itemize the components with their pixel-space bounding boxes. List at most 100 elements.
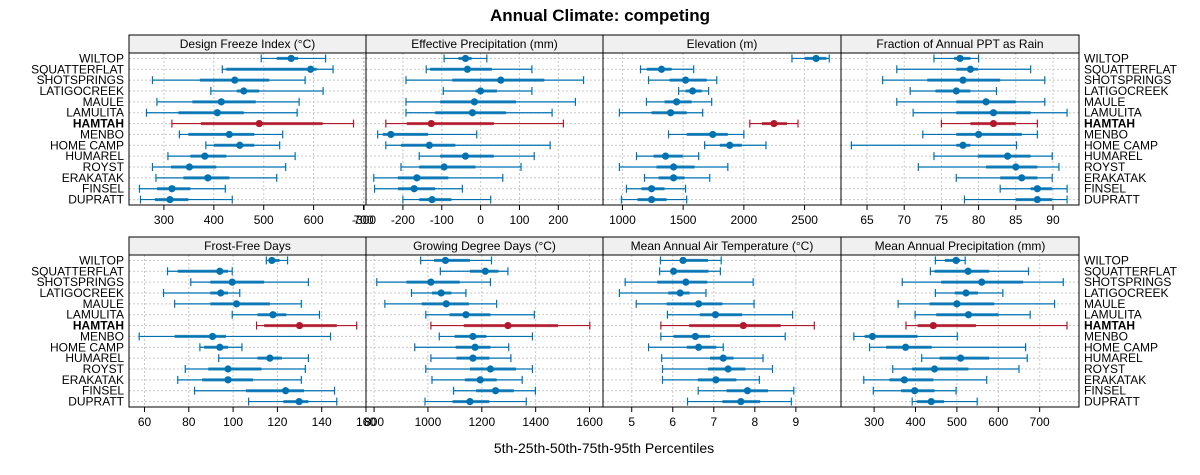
median-point bbox=[225, 130, 233, 139]
median-point bbox=[667, 109, 675, 117]
site-label: DUPRATT bbox=[1084, 193, 1140, 207]
x-tick-label: 100 bbox=[223, 415, 243, 429]
interval bbox=[424, 397, 527, 406]
median-point bbox=[657, 65, 666, 73]
interval bbox=[443, 54, 488, 63]
median-point bbox=[929, 321, 937, 330]
interval bbox=[400, 163, 522, 171]
median-point bbox=[1033, 185, 1041, 193]
median-point bbox=[682, 278, 690, 286]
interval bbox=[199, 343, 243, 352]
interval bbox=[420, 256, 493, 265]
median-point bbox=[232, 300, 241, 308]
panel: Growing Degree Days (°C) 800 1000 1200 1400 1… bbox=[364, 236, 604, 429]
median-point bbox=[281, 387, 290, 395]
x-tick-label: 100 bbox=[509, 213, 529, 227]
site-label: HOME CAMP bbox=[1084, 138, 1158, 152]
interval bbox=[635, 152, 700, 161]
median-point bbox=[952, 256, 960, 265]
site-label: HOME CAMP bbox=[50, 340, 124, 354]
median-point bbox=[901, 343, 910, 351]
interval bbox=[914, 310, 1031, 319]
interval bbox=[190, 278, 310, 287]
median-point bbox=[461, 54, 470, 63]
interval bbox=[686, 397, 792, 406]
interval bbox=[892, 365, 1020, 373]
median-point bbox=[669, 267, 678, 275]
median-point bbox=[208, 332, 217, 341]
interval bbox=[384, 299, 498, 308]
interval bbox=[265, 256, 289, 265]
interval bbox=[431, 375, 523, 384]
site-label: MENBO bbox=[1084, 329, 1128, 343]
median-point bbox=[959, 76, 967, 84]
interval bbox=[618, 108, 704, 117]
panel-frame bbox=[840, 52, 1080, 206]
interval bbox=[661, 365, 774, 373]
median-point bbox=[927, 397, 935, 406]
x-tick-label: 90 bbox=[1046, 213, 1060, 227]
interval bbox=[425, 310, 535, 319]
x-tick-label: -300 bbox=[352, 213, 376, 227]
site-label: MAULE bbox=[83, 297, 124, 311]
interval bbox=[151, 76, 306, 85]
median-point bbox=[661, 152, 670, 160]
interval bbox=[850, 141, 1018, 150]
site-label: LAMULITA bbox=[1084, 308, 1142, 322]
median-point bbox=[982, 98, 990, 106]
x-tick-label: 200 bbox=[548, 213, 568, 227]
interval bbox=[193, 386, 336, 395]
median-point bbox=[231, 76, 239, 84]
median-point bbox=[497, 76, 505, 84]
panel-title: Fraction of Annual PPT as Rain bbox=[876, 37, 1043, 51]
interval bbox=[145, 108, 298, 117]
interval bbox=[955, 173, 1053, 182]
median-point bbox=[481, 267, 489, 275]
interval bbox=[205, 141, 281, 150]
x-axis-label: 5th-25th-50th-75th-95th Percentiles bbox=[494, 440, 714, 456]
panel: Frost-Free Days 60 80 100 120 140 160 WILTOPSQU… bbox=[31, 236, 376, 429]
x-tick-label: 160 bbox=[356, 415, 376, 429]
interval bbox=[138, 332, 332, 341]
median-point bbox=[691, 332, 699, 341]
interval bbox=[697, 386, 795, 395]
panel: Mean Annual Precipitation (mm) 300 400 500 6… bbox=[840, 236, 1178, 429]
interval bbox=[661, 354, 764, 363]
interval bbox=[909, 87, 998, 95]
x-tick-label: 500 bbox=[947, 415, 967, 429]
site-label: LATIGOCREEK bbox=[1084, 286, 1168, 300]
median-point bbox=[959, 141, 967, 149]
median-point bbox=[213, 109, 221, 117]
interval bbox=[704, 141, 767, 150]
interval bbox=[963, 195, 1068, 204]
median-point bbox=[168, 185, 176, 193]
median-point bbox=[469, 332, 477, 341]
site-label: LAMULITA bbox=[1084, 106, 1142, 120]
interval bbox=[373, 184, 463, 193]
interval bbox=[667, 130, 745, 139]
panel-title: Elevation (m) bbox=[687, 37, 758, 51]
median-point bbox=[709, 130, 717, 139]
site-label: HAMTAH bbox=[73, 117, 124, 131]
x-tick-label: 7 bbox=[710, 415, 717, 429]
median-point bbox=[224, 376, 232, 384]
interval bbox=[872, 386, 957, 395]
interval bbox=[248, 397, 338, 406]
interval bbox=[647, 76, 718, 85]
median-point bbox=[719, 354, 727, 362]
median-point bbox=[669, 163, 678, 171]
interval bbox=[659, 256, 722, 265]
site-label: SQUATTERFLAT bbox=[31, 264, 125, 278]
median-point bbox=[647, 195, 656, 204]
panel: Effective Precipitation (mm) -300 -200 -100… bbox=[352, 34, 604, 227]
interval bbox=[635, 299, 755, 308]
interval bbox=[418, 152, 535, 161]
interval bbox=[221, 65, 334, 74]
panel-frame bbox=[840, 254, 1080, 408]
site-label: MAULE bbox=[1084, 95, 1125, 109]
median-point bbox=[964, 267, 972, 275]
interval bbox=[218, 354, 310, 363]
x-tick-label: 85 bbox=[1009, 213, 1023, 227]
panel-title: Frost-Free Days bbox=[204, 239, 291, 253]
